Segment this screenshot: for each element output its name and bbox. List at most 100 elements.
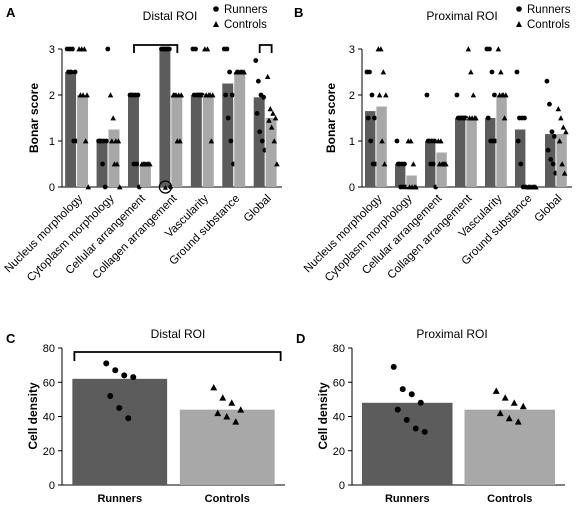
point-controls-collagen-arrangement (178, 92, 185, 98)
point-controls-nucleus-morphology (380, 69, 387, 75)
legend-controls-marker (213, 21, 219, 27)
point-runners-global (549, 129, 555, 135)
point-runners-global (255, 78, 261, 84)
bar-controls-cellular-arrangement (139, 164, 151, 187)
point-controls-cytoplasm-morphology (116, 184, 123, 190)
point-controls (514, 418, 522, 425)
legend-runners-marker (213, 6, 219, 12)
point-controls (219, 394, 227, 401)
point-controls (505, 414, 513, 422)
point-runners-cytoplasm-morphology (104, 138, 109, 144)
point-runners (116, 404, 123, 411)
point-runners-cytoplasm-morphology (102, 184, 108, 190)
point-controls-global (266, 117, 272, 123)
y-tick-label: 20 (333, 446, 345, 458)
point-runners (403, 416, 410, 423)
panel-b-legend: Runners Controls (516, 4, 571, 31)
point-runners-global (552, 134, 557, 139)
panel-d-plot: 0 20 40 60 80 Runners Controls (333, 343, 565, 505)
panel-label-d: D (296, 331, 305, 346)
point-runners-ground-substance (514, 69, 520, 75)
point-controls-nucleus-morphology (85, 184, 92, 190)
point-controls-nucleus-morphology (378, 46, 384, 52)
point-runners (112, 367, 119, 374)
point-runners-cellular-arrangement (430, 161, 436, 167)
y-tick-label: 2 (349, 90, 355, 102)
point-runners-global (547, 101, 552, 107)
bar-runners (72, 378, 168, 485)
y-tick-label: 0 (49, 182, 55, 194)
point-controls-vascularity (204, 46, 211, 52)
point-controls-cellular-arrangement (438, 138, 444, 144)
point-controls-ground-substance (531, 184, 538, 190)
significance-bracket (73, 351, 282, 361)
point-controls-global (267, 106, 274, 112)
bar-controls-ground-substance (234, 72, 246, 187)
point-controls (510, 399, 518, 406)
bar-controls (179, 409, 275, 485)
legend-controls-label: Controls (527, 19, 570, 31)
point-runners-global (259, 138, 265, 144)
point-runners-ground-substance (228, 138, 234, 144)
bar-runners-global (253, 97, 265, 187)
panel-c: C Distal ROI Cell density 0 20 40 60 80 Runne… (6, 327, 285, 505)
point-controls-cytoplasm-morphology (107, 92, 114, 98)
panel-label-c: C (6, 331, 16, 346)
point-runners-nucleus-morphology (72, 69, 78, 75)
point-controls (237, 406, 245, 413)
y-tick-label: 1 (49, 136, 55, 148)
point-runners-global (545, 147, 551, 153)
point-controls-global (560, 124, 567, 130)
bar-runners-collagen-arrangement (455, 118, 466, 187)
point-controls-global (268, 124, 275, 130)
point-controls-cytoplasm-morphology (410, 161, 417, 167)
point-controls-collagen-arrangement (465, 46, 472, 52)
point-runners-ground-substance (522, 115, 527, 121)
bar-controls-vascularity (496, 95, 507, 187)
bar-controls-cytoplasm-morphology (108, 129, 120, 187)
point-controls-global (272, 115, 279, 121)
point-controls-cytoplasm-morphology (408, 138, 414, 144)
point-runners-global (253, 58, 259, 63)
point-controls-nucleus-morphology (376, 92, 383, 98)
point-runners-cytoplasm-morphology (105, 46, 111, 52)
legend-controls-marker (516, 21, 522, 27)
category-label-controls: Controls (205, 493, 250, 505)
point-controls-collagen-arrangement (468, 69, 474, 75)
point-controls-global (270, 110, 276, 116)
point-runners-ground-substance (224, 46, 230, 52)
point-runners-collagen-arrangement (165, 46, 171, 52)
point-controls-cytoplasm-morphology (411, 184, 418, 190)
point-controls-collagen-arrangement (177, 138, 183, 144)
point-runners-nucleus-morphology (372, 115, 377, 121)
bar-controls (464, 409, 556, 485)
point-runners-ground-substance (515, 138, 521, 144)
point-controls-vascularity (503, 92, 509, 98)
point-runners-nucleus-morphology (369, 92, 375, 98)
point-runners-cellular-arrangement (424, 92, 430, 98)
y-tick-label: 0 (349, 182, 355, 194)
point-runners-global (544, 78, 550, 84)
point-controls-cytoplasm-morphology (110, 115, 116, 121)
bar-controls-collagen-arrangement (466, 118, 477, 187)
point-runners-vascularity (492, 92, 497, 98)
point-controls-vascularity (206, 92, 212, 98)
annotation-circle (158, 180, 173, 194)
bar-runners-vascularity (485, 118, 496, 187)
legend-runners-marker (516, 6, 522, 12)
point-runners-ground-substance (223, 92, 229, 98)
point-controls-cellular-arrangement (441, 161, 448, 167)
point-runners-vascularity (193, 46, 198, 52)
panel-b-title: Proximal ROI (426, 9, 497, 23)
point-runners-cellular-arrangement (134, 161, 139, 167)
point-runners (421, 428, 428, 435)
panel-d-title: Proximal ROI (416, 327, 487, 341)
point-controls-cytoplasm-morphology (114, 161, 120, 167)
y-tick-label: 40 (43, 412, 55, 424)
point-runners-cytoplasm-morphology (394, 138, 400, 144)
significance-bracket (258, 44, 273, 53)
point-runners-global (257, 129, 263, 135)
point-controls (501, 394, 509, 401)
